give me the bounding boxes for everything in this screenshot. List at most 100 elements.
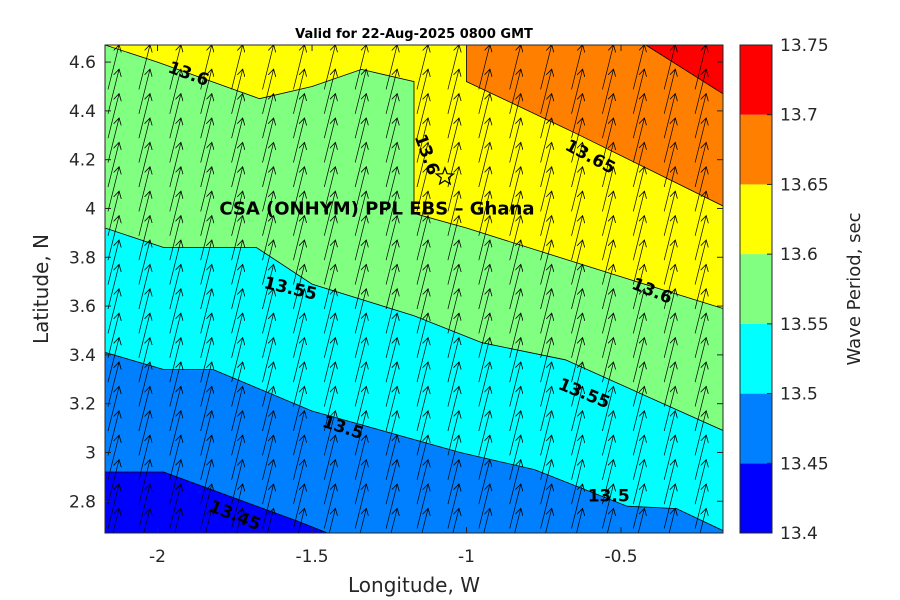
vector-arrow — [632, 142, 644, 188]
y-tick-label: 3.6 — [69, 297, 96, 317]
vector-arrow — [571, 435, 583, 480]
vector-arrow — [602, 313, 613, 358]
vector-arrow — [267, 508, 274, 533]
vector-arrow — [354, 142, 366, 188]
vector-arrow — [540, 45, 552, 90]
vector-arrow — [107, 142, 119, 188]
vector-arrow — [602, 362, 613, 407]
colorbar-tick-label: 13.65 — [780, 175, 829, 195]
vector-arrow — [540, 191, 552, 236]
vector-arrow — [663, 386, 675, 432]
vector-arrow — [478, 142, 490, 188]
vector-arrow — [602, 386, 613, 432]
vector-arrow — [385, 435, 397, 480]
x-tick-label: -1.5 — [295, 547, 328, 567]
vector-arrow — [632, 460, 644, 505]
vector-arrow — [169, 460, 181, 505]
vector-arrow — [107, 191, 119, 236]
vector-arrow — [262, 216, 274, 261]
vector-arrow — [262, 313, 274, 358]
vector-arrow — [540, 216, 552, 261]
colorbar-label: Wave Period, sec — [844, 212, 865, 365]
vector-arrow — [416, 167, 428, 212]
vector-arrow — [107, 216, 119, 261]
vector-arrow — [107, 313, 119, 358]
vector-arrow — [602, 94, 613, 139]
vector-arrow — [169, 142, 181, 188]
vector-arrow — [293, 69, 304, 114]
vector-arrow — [323, 338, 335, 383]
vector-arrow — [200, 142, 212, 188]
vector-arrow — [359, 508, 366, 533]
vector-arrow — [478, 240, 490, 285]
vector-arrow — [694, 240, 706, 285]
vector-arrow — [632, 264, 644, 310]
vector-arrow — [107, 94, 119, 139]
vector-arrow — [169, 191, 181, 236]
vector-arrow — [509, 362, 521, 407]
vector-arrow — [169, 289, 181, 334]
vector-arrow — [390, 508, 397, 533]
vector-arrow — [107, 435, 119, 480]
vector-arrow — [540, 167, 552, 212]
vector-arrow — [231, 94, 243, 139]
vector-arrow — [509, 313, 521, 358]
vector-arrow — [632, 45, 644, 90]
vector-arrow — [447, 435, 459, 480]
vector-arrow — [231, 142, 243, 188]
vector-arrow — [107, 460, 119, 505]
colorbar-segment — [740, 463, 772, 533]
vector-arrow — [169, 240, 181, 285]
vector-arrow — [447, 240, 459, 285]
vector-arrow — [169, 435, 181, 480]
vector-arrow — [200, 167, 212, 212]
contour-line — [645, 45, 723, 95]
vector-arrow — [663, 460, 675, 505]
vector-arrow — [323, 460, 335, 505]
vector-arrow — [293, 94, 304, 139]
colorbar-tick-label: 13.4 — [780, 524, 818, 544]
vector-arrow — [138, 435, 150, 480]
vector-arrow — [694, 362, 706, 407]
vector-arrow — [632, 313, 644, 358]
colorbar-tick-label: 13.75 — [780, 36, 829, 56]
vector-arrow — [571, 118, 583, 163]
colorbar-segment — [740, 254, 772, 324]
colorbar-segment — [740, 45, 772, 115]
vector-arrow — [107, 167, 119, 212]
contour-line — [466, 45, 723, 207]
vector-arrow — [231, 289, 243, 334]
vector-arrow — [354, 45, 366, 90]
vector-arrow — [200, 118, 212, 163]
vector-arrow — [293, 411, 304, 456]
y-tick-label: 4.6 — [69, 53, 96, 73]
vector-arrow — [632, 240, 644, 285]
vector-arrow — [663, 167, 675, 212]
vector-arrow — [138, 338, 150, 383]
vector-arrow — [632, 191, 644, 236]
site-star-marker — [434, 166, 456, 186]
vector-arrow — [385, 45, 397, 90]
vector-arrow — [262, 338, 274, 383]
vector-arrow — [293, 289, 304, 334]
vector-arrow — [200, 362, 212, 407]
vector-arrow — [540, 362, 552, 407]
vector-arrow — [602, 460, 613, 505]
vector-arrow — [540, 142, 552, 188]
vector-arrow — [663, 191, 675, 236]
vector-arrow — [169, 94, 181, 139]
vector-arrow — [540, 386, 552, 432]
vector-arrow — [509, 216, 521, 261]
vector-arrow — [231, 118, 243, 163]
vector-arrow — [447, 289, 459, 334]
vector-arrow — [540, 118, 552, 163]
vector-arrow — [385, 94, 397, 139]
colorbar-tick-label: 13.5 — [780, 385, 818, 405]
vector-arrow — [571, 362, 583, 407]
plot-area — [105, 45, 723, 533]
vector-arrow — [385, 118, 397, 163]
vector-arrow — [514, 508, 521, 533]
vector-arrow — [328, 508, 335, 533]
vector-arrow — [169, 484, 181, 529]
